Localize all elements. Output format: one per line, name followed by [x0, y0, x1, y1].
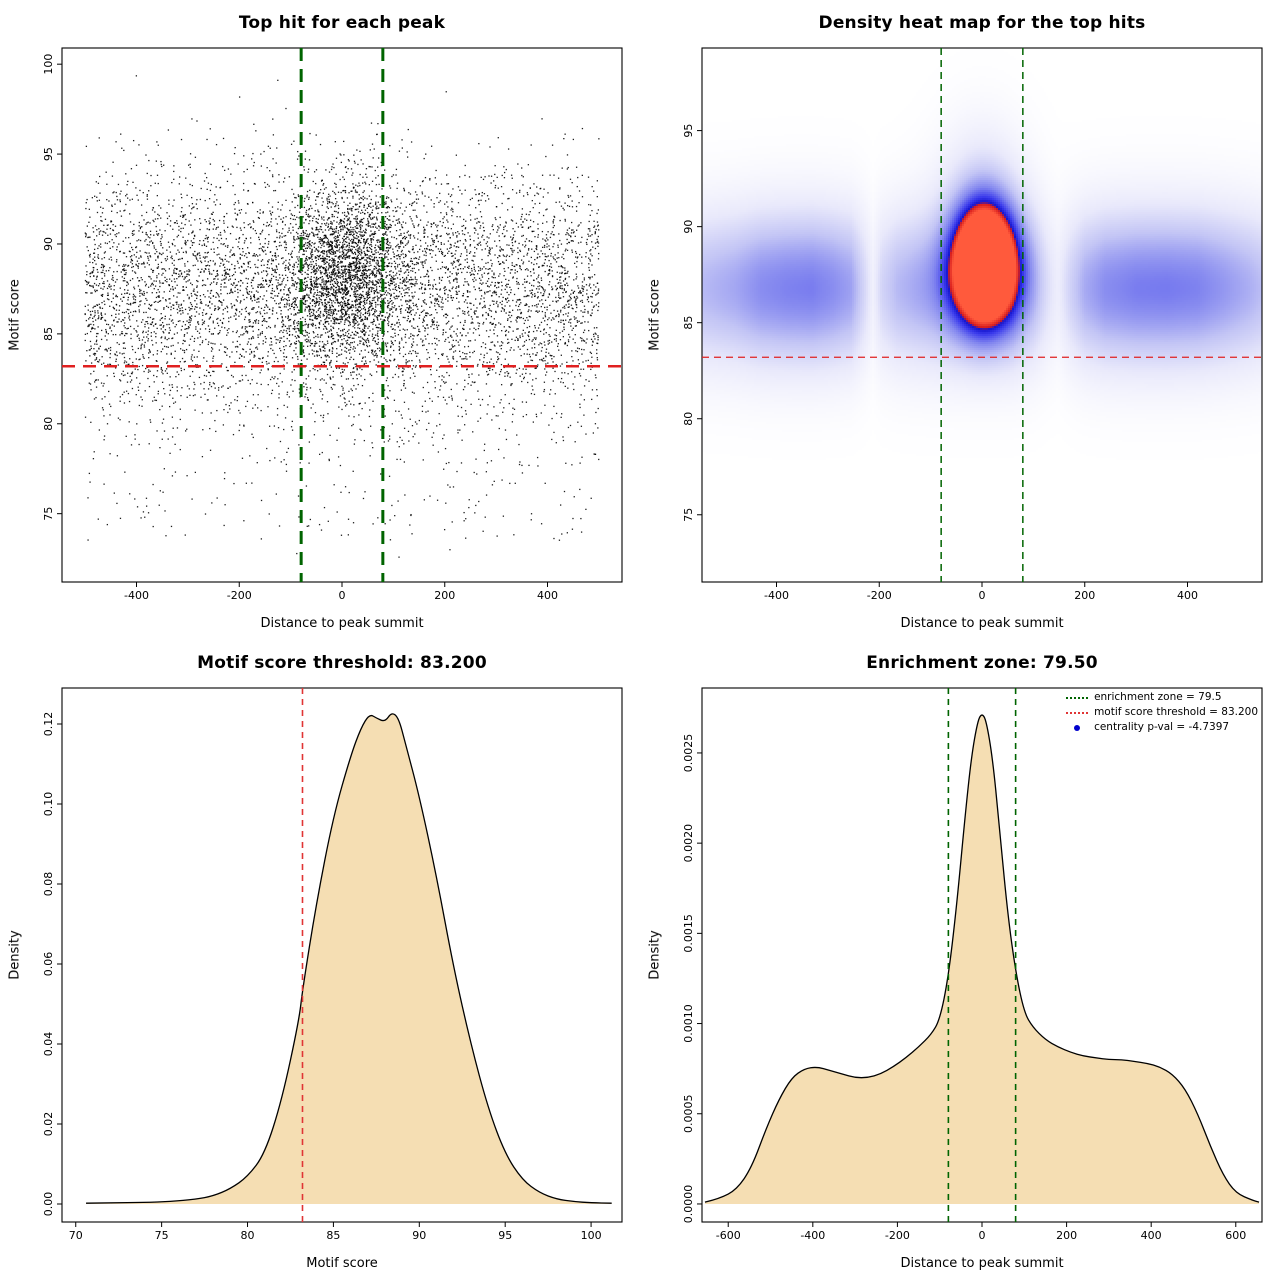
legend-label: centrality p-val = -4.7397 [1094, 721, 1230, 733]
enrichment-zone-line-swatch [1066, 696, 1089, 699]
y-axis-label: Motif score [7, 279, 23, 351]
scatter-plot-canvas [0, 0, 640, 640]
legend-item-motif-threshold: motif score threshold = 83.200 [1066, 705, 1258, 720]
distance-density-canvas [640, 640, 1280, 1280]
x-axis-label: Motif score [306, 1256, 378, 1271]
chart-title: Enrichment zone: 79.50 [866, 653, 1098, 673]
motif-threshold-line-swatch [1066, 711, 1089, 714]
motif-density-canvas [0, 640, 640, 1280]
y-axis-label: Density [7, 930, 23, 980]
x-axis-label: Distance to peak summit [900, 1256, 1064, 1271]
y-axis-label: Density [647, 930, 663, 980]
chart-title: Density heat map for the top hits [818, 13, 1146, 33]
y-axis-label: Motif score [647, 279, 663, 351]
x-axis-label: Distance to peak summit [900, 616, 1064, 631]
chart-title: Top hit for each peak [238, 13, 446, 33]
legend-label: enrichment zone = 79.5 [1094, 691, 1222, 703]
panel-density-heatmap: Density heat map for the top hits Distan… [640, 0, 1280, 640]
legend: enrichment zone = 79.5 motif score thres… [1066, 690, 1258, 735]
panel-enrichment-zone-density: Enrichment zone: 79.50 Distance to peak … [640, 640, 1280, 1280]
panel-top-hit-scatter: Top hit for each peak Distance to peak s… [0, 0, 640, 640]
heatmap-canvas [640, 0, 1280, 640]
x-axis-label: Distance to peak summit [260, 616, 424, 631]
legend-label: motif score threshold = 83.200 [1094, 706, 1258, 718]
legend-item-enrichment-zone: enrichment zone = 79.5 [1066, 690, 1258, 705]
legend-item-centrality-pval: centrality p-val = -4.7397 [1066, 720, 1258, 735]
panel-motif-score-density: Motif score threshold: 83.200 Motif scor… [0, 640, 640, 1280]
chart-title: Motif score threshold: 83.200 [197, 653, 487, 673]
centrality-pval-point-swatch [1074, 724, 1081, 731]
